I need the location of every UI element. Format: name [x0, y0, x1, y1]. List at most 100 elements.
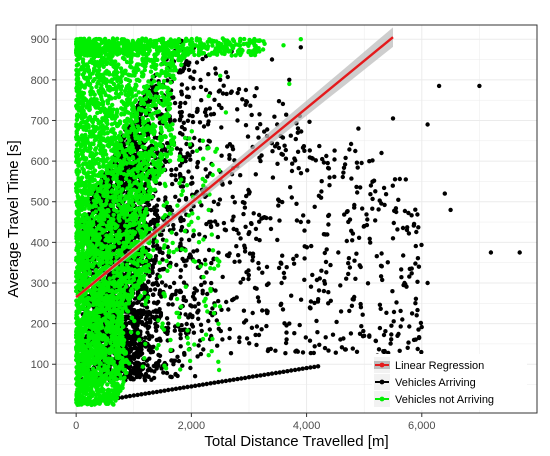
arriving-point	[154, 366, 159, 371]
streak-point	[235, 376, 240, 382]
arriving-point	[250, 310, 255, 316]
arriving-point	[399, 275, 404, 280]
arriving-point	[158, 312, 164, 318]
arriving-point	[178, 328, 183, 333]
arriving-point	[197, 232, 202, 237]
arriving-point	[307, 148, 312, 153]
arriving-point	[291, 261, 297, 266]
arriving-point	[237, 335, 242, 340]
arriving-point	[207, 327, 212, 332]
arriving-point	[157, 267, 162, 273]
arriving-point	[235, 118, 240, 123]
arriving-point	[385, 260, 390, 265]
arriving-point	[208, 223, 214, 229]
arriving-point	[206, 72, 211, 77]
arriving-point	[199, 328, 204, 334]
arriving-point	[488, 250, 494, 255]
arriving-point	[177, 118, 183, 123]
arriving-point	[383, 192, 389, 197]
arriving-point	[152, 221, 157, 226]
arriving-point	[180, 184, 186, 189]
arriving-point	[152, 208, 158, 214]
arriving-point	[310, 272, 315, 278]
streak-point	[223, 378, 229, 384]
arriving-point	[257, 238, 262, 243]
arriving-point	[243, 123, 249, 128]
arriving-point	[401, 253, 406, 258]
arriving-point	[183, 312, 188, 317]
arriving-point	[159, 148, 165, 153]
arriving-point	[324, 247, 329, 252]
arriving-point	[390, 289, 395, 294]
arriving-point	[280, 101, 286, 107]
arriving-point	[254, 286, 259, 291]
arriving-point	[332, 174, 337, 179]
arriving-point	[280, 253, 285, 258]
arriving-point	[187, 113, 192, 118]
arriving-point	[131, 352, 137, 357]
arriving-point	[183, 263, 188, 268]
arriving-point	[149, 334, 155, 339]
arriving-point	[178, 163, 183, 168]
arriving-point	[270, 175, 276, 180]
arriving-point	[171, 226, 176, 232]
streak-point	[308, 365, 313, 370]
arriving-point	[127, 371, 132, 376]
arriving-point	[250, 258, 255, 263]
arriving-point	[151, 239, 156, 245]
arriving-point	[118, 175, 124, 180]
arriving-point	[350, 238, 355, 243]
arriving-point	[275, 237, 280, 243]
arriving-point	[333, 350, 338, 355]
arriving-point	[322, 345, 328, 351]
arriving-point	[276, 99, 282, 104]
arriving-point	[173, 173, 178, 178]
arriving-point	[312, 344, 317, 349]
arriving-point	[313, 158, 318, 163]
arriving-point	[275, 161, 280, 166]
arriving-point	[132, 368, 138, 373]
arriving-point	[145, 368, 151, 373]
arriving-point	[332, 157, 337, 162]
arriving-point	[302, 277, 307, 282]
arriving-point	[243, 87, 249, 93]
arriving-point	[407, 324, 412, 329]
arriving-point	[314, 318, 319, 324]
arriving-point	[256, 332, 262, 338]
not-arriving-point	[93, 147, 98, 152]
arriving-point	[136, 346, 141, 351]
arriving-point	[160, 257, 165, 262]
arriving-point	[241, 276, 246, 282]
arriving-point	[174, 231, 179, 237]
arriving-point	[268, 216, 273, 221]
arriving-point	[231, 296, 236, 302]
streak-point	[266, 372, 271, 377]
streak-point	[173, 386, 179, 391]
arriving-point	[308, 350, 313, 356]
arriving-point	[377, 325, 383, 331]
arriving-point	[166, 321, 171, 326]
arriving-point	[368, 183, 374, 188]
arriving-point	[360, 206, 365, 211]
arriving-point	[146, 347, 152, 353]
arriving-point	[257, 112, 262, 117]
arriving-point	[146, 374, 151, 379]
arriving-point	[159, 232, 164, 237]
arriving-point	[282, 143, 287, 148]
streak-point	[193, 383, 198, 388]
arriving-point	[184, 321, 189, 327]
arriving-point	[425, 122, 430, 127]
arriving-point	[344, 209, 350, 215]
arriving-point	[169, 167, 174, 173]
arriving-point	[195, 160, 200, 166]
arriving-point	[206, 119, 211, 124]
arriving-point	[241, 320, 247, 325]
arriving-point	[288, 185, 293, 190]
arriving-point	[407, 266, 412, 272]
arriving-point	[367, 333, 372, 338]
streak-point	[219, 379, 225, 384]
arriving-point	[327, 183, 332, 188]
arriving-point	[316, 193, 322, 198]
arriving-point	[185, 118, 191, 124]
